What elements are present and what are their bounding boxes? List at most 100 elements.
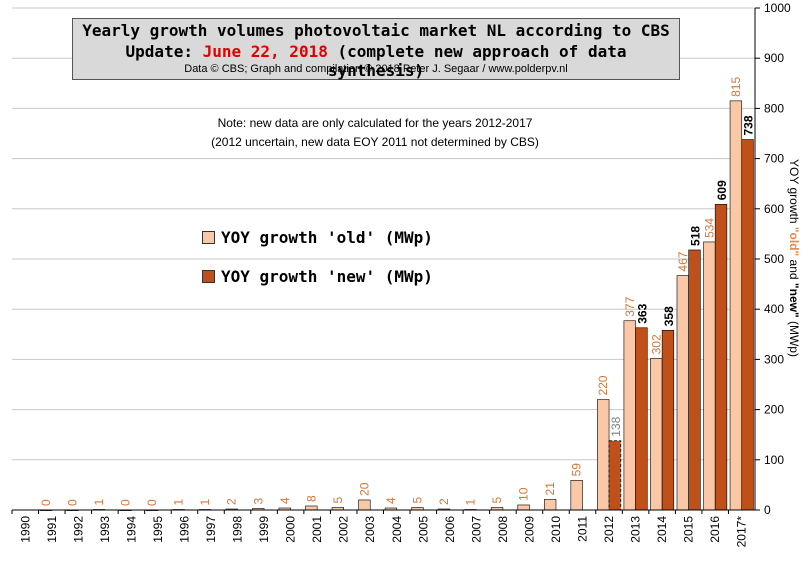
bar-old-2003	[358, 499, 371, 511]
bar-new-2014	[661, 329, 675, 511]
bar-old-2015	[676, 275, 689, 511]
note-line-2: (2012 uncertain, new data EOY 2011 not d…	[211, 135, 539, 149]
legend-item-old: YOY growth 'old' (MWp)	[202, 226, 433, 248]
value-label-old-2012: 220	[596, 375, 610, 395]
value-label-new-2017*: 738	[742, 115, 756, 135]
value-label-new-2014: 358	[662, 306, 676, 326]
value-label-old-2011: 59	[570, 463, 584, 477]
y-tick-label: 600	[764, 202, 784, 216]
value-label-new-2012: 138	[609, 416, 623, 436]
x-tick-label: 2014	[655, 516, 669, 543]
value-label-old-2015: 467	[676, 251, 690, 271]
y-tick-label: 500	[764, 252, 784, 266]
y-tick-label: 900	[764, 51, 784, 65]
y-tick-label: 300	[764, 352, 784, 366]
value-label-old-1992: 0	[66, 499, 80, 506]
update-line: Update: June 22, 2018 (complete new appr…	[73, 42, 679, 80]
bars	[39, 100, 754, 511]
axes	[11, 7, 760, 514]
value-label-old-2002: 5	[331, 496, 345, 503]
x-tick-label: 2003	[363, 516, 377, 543]
bar-old-2016	[703, 241, 716, 511]
x-tick-label: 2007	[469, 516, 483, 543]
x-tick-label: 2001	[310, 516, 324, 543]
value-label-old-2008: 5	[490, 496, 504, 503]
x-tick-labels: 1990 1991 1992 1993 1994 1995 1996 1997 1998 1999…	[18, 516, 748, 548]
x-tick-label: 1998	[231, 516, 245, 543]
value-label-old-1993: 1	[92, 498, 106, 505]
x-tick-label: 2011	[576, 516, 590, 542]
bar-new-2013	[635, 327, 648, 511]
x-tick-label: 2000	[284, 516, 298, 543]
value-label-old-2007: 1	[464, 498, 478, 505]
bar-old-2001	[305, 505, 318, 511]
legend-swatch-new	[202, 269, 215, 283]
value-label-old-2001: 8	[304, 495, 318, 502]
bar-old-2014	[650, 358, 663, 511]
value-label-old-1995: 0	[145, 499, 159, 506]
y-tick-label: 100	[764, 453, 784, 467]
bar-old-2013	[623, 320, 636, 511]
value-label-old-2000: 4	[278, 497, 292, 504]
y-axis-label-part-5: (MWp)	[787, 318, 801, 357]
value-label-old-2010: 21	[543, 482, 557, 496]
y-axis-label-part-1: YOY growth	[787, 159, 801, 227]
x-tick-label: 2009	[522, 516, 536, 543]
y-tick-label: 1000	[764, 1, 791, 15]
value-label-old-2009: 10	[517, 487, 531, 501]
value-label-new-2015: 518	[688, 226, 702, 246]
x-tick-label: 2013	[629, 516, 643, 543]
value-label-old-1999: 3	[251, 497, 265, 504]
y-axis-label: YOY growth "old" and "new" (MWp)	[787, 159, 801, 357]
note-line-1: Note: new data are only calculated for t…	[217, 116, 533, 130]
value-label-old-1998: 2	[225, 498, 239, 505]
y-tick-label: 800	[764, 101, 784, 115]
bar-old-2009	[517, 504, 530, 511]
y-axis-label-part-2: "old"	[787, 227, 801, 256]
value-label-old-2005: 5	[410, 496, 424, 503]
legend-label-old: YOY growth 'old' (MWp)	[221, 227, 433, 247]
chart-title: Yearly growth volumes photovoltaic marke…	[82, 21, 670, 40]
x-tick-label: 2005	[416, 516, 430, 543]
x-tick-label: 2016	[708, 516, 722, 543]
bar-new-2015	[688, 249, 701, 511]
bar-old-2011	[570, 480, 583, 511]
y-axis-title: YOY growth "old" and "new" (MWp)	[787, 159, 801, 357]
x-tick-label: 2002	[337, 516, 351, 543]
x-tick-label: 1991	[45, 516, 59, 543]
x-tick-label: 2004	[390, 516, 404, 543]
x-tick-label: 1995	[151, 516, 165, 543]
value-label-old-1994: 0	[119, 499, 133, 506]
value-label-old-1997: 1	[198, 498, 212, 505]
value-label-old-2014: 302	[649, 334, 663, 354]
value-label-old-1996: 1	[172, 498, 186, 505]
bar-new-2016	[714, 203, 728, 511]
bar-new-2012	[608, 440, 622, 511]
bar-old-2012	[597, 399, 610, 511]
y-tick-label: 400	[764, 302, 784, 316]
bar-new-2017*	[741, 139, 754, 511]
x-tick-label: 1994	[124, 516, 138, 543]
x-tick-label: 2017*	[735, 516, 749, 548]
value-label-new-2013: 363	[635, 303, 649, 323]
update-prefix: Update:	[125, 42, 193, 61]
credit-line: Data © CBS; Graph and compilation © 2018…	[184, 63, 568, 75]
x-tick-label: 2006	[443, 516, 457, 543]
x-tick-label: 1996	[177, 516, 191, 543]
x-tick-label: 2008	[496, 516, 510, 543]
value-label-new-2016: 609	[715, 180, 729, 200]
bar-old-2017*	[729, 100, 743, 511]
y-tick-label: 0	[764, 503, 771, 517]
value-label-old-2016: 534	[702, 218, 716, 238]
x-tick-label: 2015	[682, 516, 696, 543]
value-label-old-2004: 4	[384, 497, 398, 504]
legend-swatch-old	[202, 230, 215, 244]
bar-old-2010	[544, 499, 557, 511]
x-tick-label: 1997	[204, 516, 218, 543]
update-suffix: (complete new approach of data synthesis…	[327, 42, 627, 80]
x-tick-label: 1992	[71, 516, 85, 543]
y-axis-label-part-3: and	[787, 256, 801, 283]
value-label-old-2013: 377	[623, 296, 637, 316]
